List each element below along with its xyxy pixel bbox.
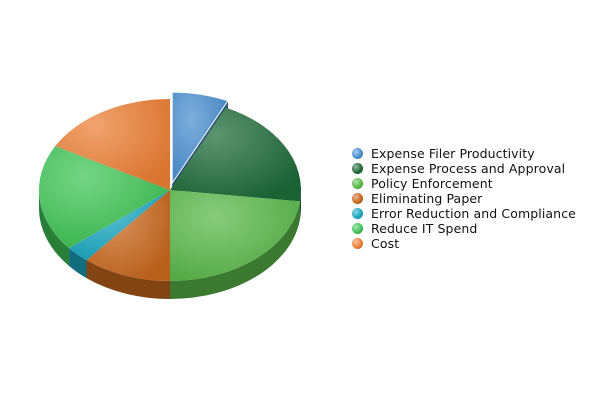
pie-slice-reduce-it-spend[interactable]	[39, 146, 171, 249]
legend-swatch	[352, 223, 363, 234]
chart-legend: Expense Filer Productivity Expense Proces…	[352, 146, 576, 251]
legend-label: Cost	[371, 236, 400, 251]
legend-item-reduce-it-spend[interactable]: Reduce IT Spend	[352, 221, 576, 236]
legend-item-eliminating-paper[interactable]: Eliminating Paper	[352, 191, 576, 206]
pie-slice-expense-filer-productivity[interactable]	[171, 91, 229, 185]
legend-label: Expense Filer Productivity	[371, 146, 535, 161]
legend-label: Error Reduction and Compliance	[371, 206, 576, 221]
pie-side-eliminating-paper	[86, 260, 170, 299]
legend-swatch	[352, 148, 363, 159]
legend-item-policy-enforcement[interactable]: Policy Enforcement	[352, 176, 576, 191]
pie-side-policy-enforcement	[170, 201, 300, 299]
legend-label: Expense Process and Approval	[371, 161, 566, 176]
legend-item-error-reduction-and-compliance[interactable]: Error Reduction and Compliance	[352, 206, 576, 221]
legend-item-cost[interactable]: Cost	[352, 236, 576, 251]
pie-side-error-reduction-and-compliance	[69, 248, 87, 279]
pie-slice-policy-enforcement[interactable]	[170, 190, 300, 281]
legend-swatch	[352, 238, 363, 249]
pie-slice-eliminating-paper[interactable]	[86, 190, 170, 281]
pie-side-reduce-it-spend	[39, 190, 70, 267]
legend-label: Eliminating Paper	[371, 191, 483, 206]
pie-slice-cost[interactable]	[55, 99, 170, 190]
pie-side-expense-process-and-approval	[299, 190, 301, 220]
legend-item-expense-process-and-approval[interactable]: Expense Process and Approval	[352, 161, 576, 176]
legend-label: Policy Enforcement	[371, 176, 493, 191]
pie-slice-expense-process-and-approval[interactable]	[170, 107, 302, 202]
pie-slice-error-reduction-and-compliance[interactable]	[69, 190, 170, 261]
legend-swatch	[352, 208, 363, 219]
legend-swatch	[352, 178, 363, 189]
legend-label: Reduce IT Spend	[371, 221, 478, 236]
legend-swatch	[352, 163, 363, 174]
legend-swatch	[352, 193, 363, 204]
legend-item-expense-filer-productivity[interactable]: Expense Filer Productivity	[352, 146, 576, 161]
